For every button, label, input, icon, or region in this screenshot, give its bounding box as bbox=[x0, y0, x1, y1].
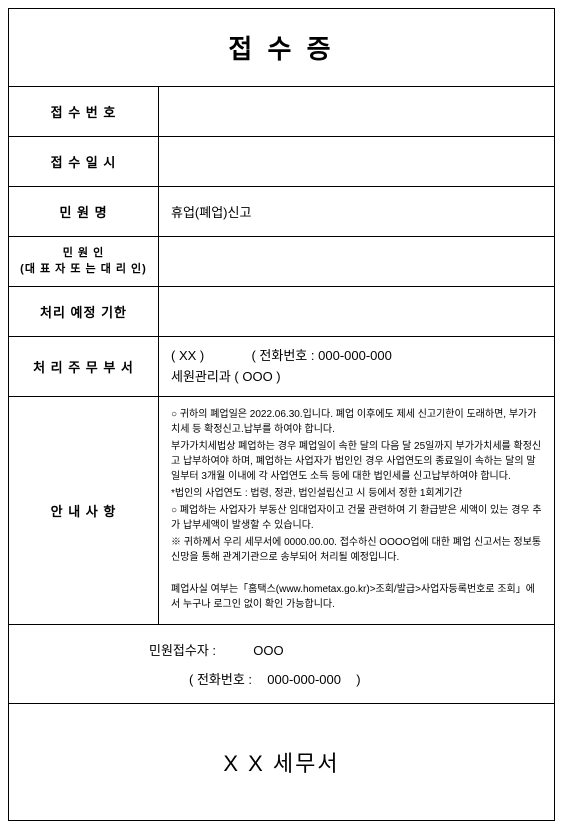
notice-p5: ※ 귀하께서 우리 세무서에 0000.00.00. 접수하신 OOOO업에 대… bbox=[171, 535, 542, 565]
table-section: 접 수 번 호 접 수 일 시 민 원 명 휴업(폐업)신고 민 원 인 (대 … bbox=[9, 87, 554, 625]
deadline-value bbox=[159, 287, 554, 336]
applicant-value bbox=[159, 237, 554, 286]
complaint-name-row: 민 원 명 휴업(폐업)신고 bbox=[9, 187, 554, 237]
deadline-label: 처리 예정 기한 bbox=[9, 287, 159, 336]
footer-phone: ( 전화번호 : 000-000-000 ) bbox=[69, 669, 494, 688]
receipt-date-row: 접 수 일 시 bbox=[9, 137, 554, 187]
receipt-no-row: 접 수 번 호 bbox=[9, 87, 554, 137]
department-line1: ( XX ) ( 전화번호 : 000-000-000 bbox=[171, 346, 392, 367]
office-name: X X 세무서 bbox=[223, 746, 339, 778]
footer-section: 민원접수자 : OOO ( 전화번호 : 000-000-000 ) bbox=[9, 625, 554, 703]
notice-row: 안 내 사 항 ○ 귀하의 폐업일은 2022.06.30.입니다. 폐업 이후… bbox=[9, 397, 554, 625]
notice-label: 안 내 사 항 bbox=[9, 397, 159, 624]
receiver-name: OOO bbox=[253, 643, 283, 658]
notice-p2: 부가가치세법상 폐업하는 경우 폐업일이 속한 달의 다음 달 25일까지 부가… bbox=[171, 439, 542, 484]
department-value: ( XX ) ( 전화번호 : 000-000-000 세원관리과 ( OOO … bbox=[159, 337, 554, 396]
department-prefix: ( XX ) bbox=[171, 348, 204, 363]
department-line2: 세원관리과 ( OOO ) bbox=[171, 367, 281, 388]
applicant-label: 민 원 인 (대 표 자 또 는 대 리 인) bbox=[9, 237, 159, 286]
complaint-name-label: 민 원 명 bbox=[9, 187, 159, 236]
notice-p6: 폐업사실 여부는「홈택스(www.hometax.go.kr)>조회/발급>사업… bbox=[171, 582, 542, 612]
notice-p4: ○ 폐업하는 사업자가 부동산 임대업자이고 건물 관련하여 기 환급받은 세액… bbox=[171, 503, 542, 533]
complaint-name-value: 휴업(폐업)신고 bbox=[159, 187, 554, 236]
applicant-label-line2: (대 표 자 또 는 대 리 인) bbox=[20, 262, 147, 277]
applicant-label-line1: 민 원 인 bbox=[20, 246, 147, 261]
footer-receiver: 민원접수자 : OOO bbox=[69, 640, 494, 659]
receiver-label: 민원접수자 : bbox=[149, 643, 216, 658]
document-title: 접 수 증 bbox=[9, 29, 554, 66]
title-section: 접 수 증 bbox=[9, 9, 554, 87]
footer-phone-value: 000-000-000 bbox=[267, 672, 341, 687]
receipt-date-value bbox=[159, 137, 554, 186]
deadline-row: 처리 예정 기한 bbox=[9, 287, 554, 337]
footer-phone-label: ( 전화번호 : bbox=[189, 672, 252, 687]
applicant-row: 민 원 인 (대 표 자 또 는 대 리 인) bbox=[9, 237, 554, 287]
document-container: 접 수 증 접 수 번 호 접 수 일 시 민 원 명 휴업(폐업)신고 민 원… bbox=[8, 8, 555, 821]
department-phone-label: ( 전화번호 : bbox=[251, 348, 314, 363]
notice-p3: *법인의 사업연도 : 법령, 정관, 법인설립신고 시 등에서 정한 1회계기… bbox=[171, 486, 542, 501]
office-section: X X 세무서 bbox=[9, 703, 554, 820]
receipt-no-label: 접 수 번 호 bbox=[9, 87, 159, 136]
notice-content: ○ 귀하의 폐업일은 2022.06.30.입니다. 폐업 이후에도 제세 신고… bbox=[159, 397, 554, 624]
department-phone: 000-000-000 bbox=[318, 348, 392, 363]
notice-p1: ○ 귀하의 폐업일은 2022.06.30.입니다. 폐업 이후에도 제세 신고… bbox=[171, 407, 542, 437]
department-label: 처 리 주 무 부 서 bbox=[9, 337, 159, 396]
department-row: 처 리 주 무 부 서 ( XX ) ( 전화번호 : 000-000-000 … bbox=[9, 337, 554, 397]
receipt-date-label: 접 수 일 시 bbox=[9, 137, 159, 186]
footer-phone-close: ) bbox=[356, 672, 360, 687]
receipt-no-value bbox=[159, 87, 554, 136]
